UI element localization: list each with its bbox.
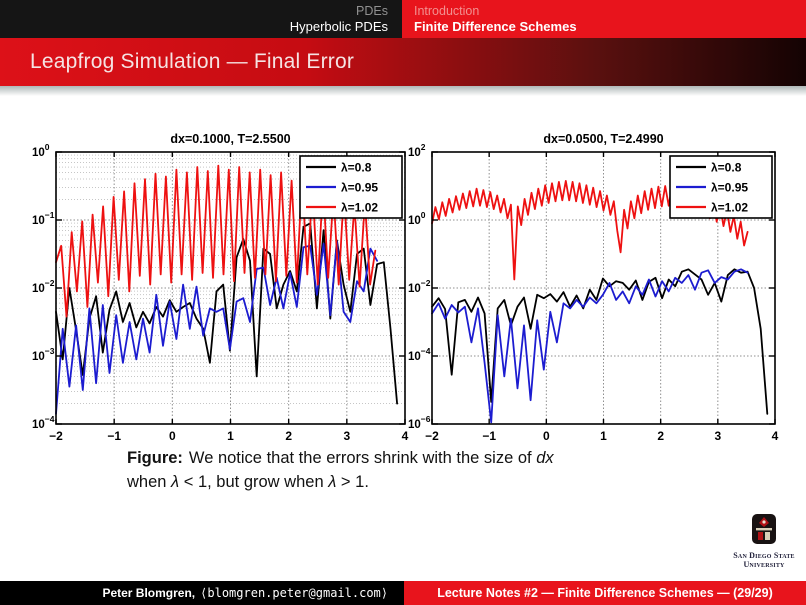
legend-right: λ=0.8 λ=0.95 λ=1.02 [669,155,773,219]
plot-left: −2 −1 0 1 2 3 4 100 10−1 10−2 10−3 10−4 dx=0.1000, T… [32,132,409,443]
caption-line2-post: > 1. [336,473,369,491]
legend-left: λ=0.8 λ=0.95 λ=1.02 [299,155,403,219]
y-tick-label: 102 [408,142,426,159]
x-tick-label: −2 [49,429,63,443]
y-tick-label: 10−2 [408,278,431,295]
plot-right: −2 −1 0 1 2 3 4 102 100 10−2 10−4 10−6 dx=0.0500, T=… [408,132,779,443]
y-tick-label: 10−6 [408,414,431,431]
nav-item-hyperbolic-pdes[interactable]: Hyperbolic PDEs [289,18,388,34]
footer-bar: Peter Blomgren, ⟨blomgren.peter@gmail.co… [0,581,806,605]
logo-text-line2: University [743,560,785,569]
nav-item-introduction[interactable]: Introduction [414,3,480,18]
x-tick-label: −1 [107,429,121,443]
legend-label-right-0: λ=0.8 [711,161,742,175]
x-tick-label: −1 [482,429,496,443]
series-line-left-1 [55,240,379,415]
top-navigation-bar: PDEs Hyperbolic PDEs Introduction Finite… [0,0,806,38]
y-tick-label: 10−4 [408,346,431,363]
y-tick-label: 100 [32,142,50,159]
frame-title: Leapfrog Simulation — Final Error [30,50,355,73]
caption-dx-symbol: dx [536,449,554,467]
legend-label-left-1: λ=0.95 [341,181,378,195]
footer-author-section: Peter Blomgren, ⟨blomgren.peter@gmail.co… [0,581,404,605]
y-tick-label: 100 [408,210,426,227]
footer-lecture-info: Lecture Notes #2 — Finite Difference Sch… [437,586,773,600]
nav-item-pdes[interactable]: PDEs [356,3,388,18]
x-tick-label: 1 [600,429,607,443]
series-line-right-0 [431,268,769,415]
x-tick-label: 3 [343,429,350,443]
legend-label-left-2: λ=1.02 [341,201,378,215]
x-tick-label: 0 [169,429,176,443]
x-tick-label: 2 [657,429,664,443]
caption-lambda-symbol-2: λ [328,473,337,491]
nav-section-right: Introduction Finite Difference Schemes [402,0,806,38]
y-tick-label: 10−1 [32,210,55,227]
x-tick-label: 4 [402,429,409,443]
logo-text-line1: San Diego State [733,551,795,560]
caption-line2-mid: < 1, but grow when [179,473,329,491]
legend-label-right-1: λ=0.95 [711,181,748,195]
x-tick-label: −2 [425,429,439,443]
footer-email: ⟨blomgren.peter@gmail.com⟩ [200,586,388,600]
caption-line2-pre: when [127,473,172,491]
plot-title-left: dx=0.1000, T=2.5500 [170,132,290,146]
footer-lecture-section: Lecture Notes #2 — Finite Difference Sch… [404,581,806,605]
x-tick-label: 0 [543,429,550,443]
y-tick-label: 10−4 [32,414,55,431]
legend-label-right-2: λ=1.02 [711,201,748,215]
series-line-right-1 [431,268,749,424]
figure-caption: Figure: We notice that the errors shrink … [127,446,707,494]
x-tick-label: 3 [714,429,721,443]
y-tick-label: 10−3 [32,346,55,363]
nav-item-finite-difference-schemes[interactable]: Finite Difference Schemes [414,18,577,34]
x-tick-label: 2 [285,429,292,443]
legend-label-left-0: λ=0.8 [341,161,372,175]
nav-section-left: PDEs Hyperbolic PDEs [0,0,402,38]
y-tick-label: 10−2 [32,278,55,295]
caption-line1-text: We notice that the errors shrink with th… [188,449,537,467]
caption-label: Figure: [127,449,183,467]
title-bar-shadow [0,86,806,96]
x-tick-label: 1 [227,429,234,443]
frame-title-bar: Leapfrog Simulation — Final Error [0,38,806,86]
footer-author: Peter Blomgren, [102,586,196,600]
university-emblem-icon [752,514,776,544]
caption-lambda-symbol-1: λ [171,473,180,491]
x-tick-label: 4 [772,429,779,443]
plot-title-right: dx=0.0500, T=2.4990 [543,132,663,146]
university-logo: San Diego State University [731,514,797,569]
